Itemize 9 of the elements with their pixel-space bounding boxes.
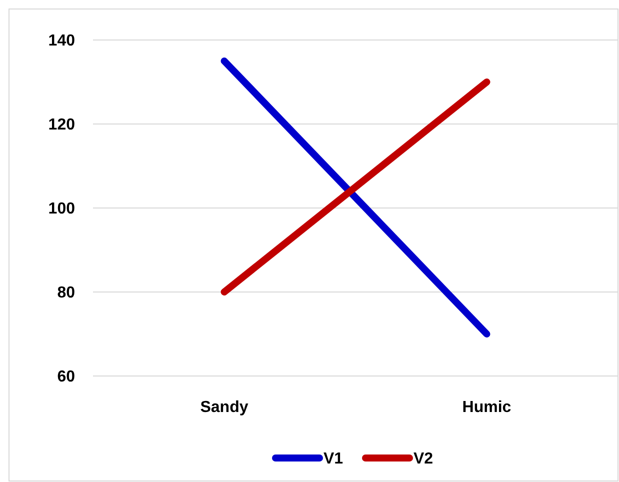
legend-label: V2 xyxy=(414,450,434,468)
y-tick-label: 60 xyxy=(57,368,76,386)
y-tick-label: 140 xyxy=(48,32,76,50)
y-tick-label: 80 xyxy=(57,284,76,302)
y-tick-label: 120 xyxy=(48,116,76,134)
x-tick-label: Sandy xyxy=(200,399,248,416)
legend-label: V1 xyxy=(324,450,344,468)
x-tick-label: Humic xyxy=(462,399,512,416)
y-tick-label: 100 xyxy=(48,200,76,218)
